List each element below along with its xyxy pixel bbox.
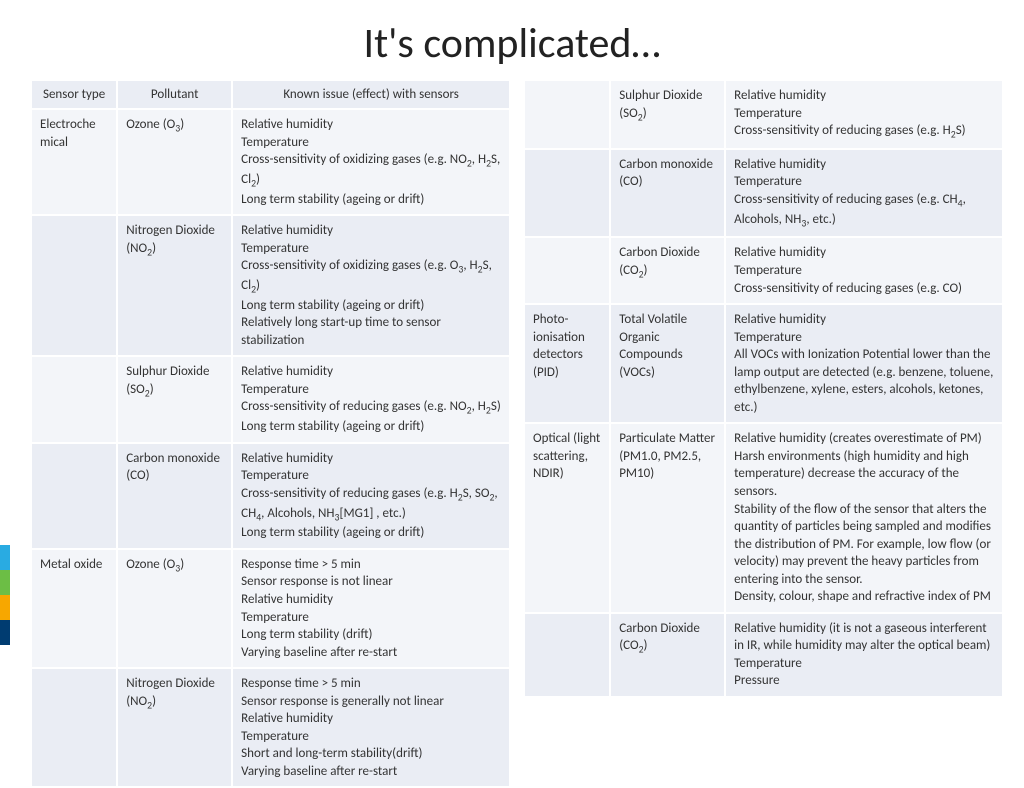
cell-issues: Response time > 5 minSensor response is … — [232, 668, 510, 787]
cell-pollutant: Nitrogen Dioxide (NO2) — [117, 668, 232, 787]
cell-pollutant: Carbon Dioxide (CO2) — [610, 237, 725, 304]
cell-sensor-type: Metal oxide — [31, 549, 117, 668]
cell-issues: Relative humidityTemperatureCross-sensit… — [232, 356, 510, 442]
cell-issues: Relative humidity (creates overestimate … — [725, 423, 1003, 612]
cell-sensor-type — [524, 149, 610, 238]
table-row: Nitrogen Dioxide (NO2)Response time > 5 … — [31, 668, 510, 787]
table-row: Electroche micalOzone (O3)Relative humid… — [31, 109, 510, 215]
table-row: Photo-ionisation detectors (PID)Total Vo… — [524, 304, 1003, 423]
cell-issues: Relative humidityTemperatureCross-sensit… — [232, 215, 510, 356]
cell-sensor-type — [524, 613, 610, 697]
col-header: Sensor type — [31, 80, 117, 109]
cell-sensor-type — [524, 80, 610, 149]
left-column: Sensor type Pollutant Known issue (effec… — [30, 79, 511, 788]
cell-sensor-type: Photo-ionisation detectors (PID) — [524, 304, 610, 423]
table-row: Sulphur Dioxide (SO2)Relative humidityTe… — [524, 80, 1003, 149]
right-column: Sulphur Dioxide (SO2)Relative humidityTe… — [523, 79, 1004, 788]
cell-issues: Relative humidityTemperatureCross-sensit… — [725, 237, 1003, 304]
table-row: Metal oxideOzone (O3)Response time > 5 m… — [31, 549, 510, 668]
stripe — [0, 595, 10, 620]
cell-pollutant: Nitrogen Dioxide (NO2) — [117, 215, 232, 356]
cell-pollutant: Total Volatile Organic Compounds (VOCs) — [610, 304, 725, 423]
cell-issues: Relative humidityTemperatureCross-sensit… — [725, 149, 1003, 238]
cell-pollutant: Sulphur Dioxide (SO2) — [610, 80, 725, 149]
content-area: Sensor type Pollutant Known issue (effec… — [0, 79, 1024, 788]
col-header: Pollutant — [117, 80, 232, 109]
cell-pollutant: Sulphur Dioxide (SO2) — [117, 356, 232, 442]
cell-pollutant: Ozone (O3) — [117, 109, 232, 215]
cell-pollutant: Carbon Dioxide (CO2) — [610, 613, 725, 697]
cell-issues: Relative humidityTemperatureCross-sensit… — [232, 443, 510, 549]
table-row: Sulphur Dioxide (SO2)Relative humidityTe… — [31, 356, 510, 442]
table-row: Optical (light scattering, NDIR)Particul… — [524, 423, 1003, 612]
table-row: Carbon Dioxide (CO2)Relative humidityTem… — [524, 237, 1003, 304]
stripe — [0, 545, 10, 570]
cell-issues: Response time > 5 minSensor response is … — [232, 549, 510, 668]
cell-sensor-type: Optical (light scattering, NDIR) — [524, 423, 610, 612]
col-header: Known issue (effect) with sensors — [232, 80, 510, 109]
sensor-table-left: Sensor type Pollutant Known issue (effec… — [30, 79, 511, 788]
stripe — [0, 570, 10, 595]
cell-sensor-type — [31, 356, 117, 442]
cell-sensor-type — [31, 215, 117, 356]
cell-pollutant: Carbon monoxide (CO) — [610, 149, 725, 238]
cell-sensor-type — [524, 237, 610, 304]
page-title: It's complicated… — [0, 0, 1024, 79]
stripe — [0, 620, 10, 645]
table-row: Carbon monoxide (CO)Relative humidityTem… — [31, 443, 510, 549]
cell-sensor-type — [31, 443, 117, 549]
sensor-table-right: Sulphur Dioxide (SO2)Relative humidityTe… — [523, 79, 1004, 698]
cell-pollutant: Carbon monoxide (CO) — [117, 443, 232, 549]
cell-issues: Relative humidity (it is not a gaseous i… — [725, 613, 1003, 697]
cell-issues: Relative humidityTemperatureCross-sensit… — [232, 109, 510, 215]
table-row: Nitrogen Dioxide (NO2)Relative humidityT… — [31, 215, 510, 356]
sidebar-stripes — [0, 545, 10, 645]
table-row: Carbon Dioxide (CO2)Relative humidity (i… — [524, 613, 1003, 697]
cell-issues: Relative humidityTemperatureAll VOCs wit… — [725, 304, 1003, 423]
cell-pollutant: Ozone (O3) — [117, 549, 232, 668]
table-row: Carbon monoxide (CO)Relative humidityTem… — [524, 149, 1003, 238]
cell-sensor-type — [31, 668, 117, 787]
cell-pollutant: Particulate Matter (PM1.0, PM2.5, PM10) — [610, 423, 725, 612]
cell-issues: Relative humidityTemperatureCross-sensit… — [725, 80, 1003, 149]
cell-sensor-type: Electroche mical — [31, 109, 117, 215]
